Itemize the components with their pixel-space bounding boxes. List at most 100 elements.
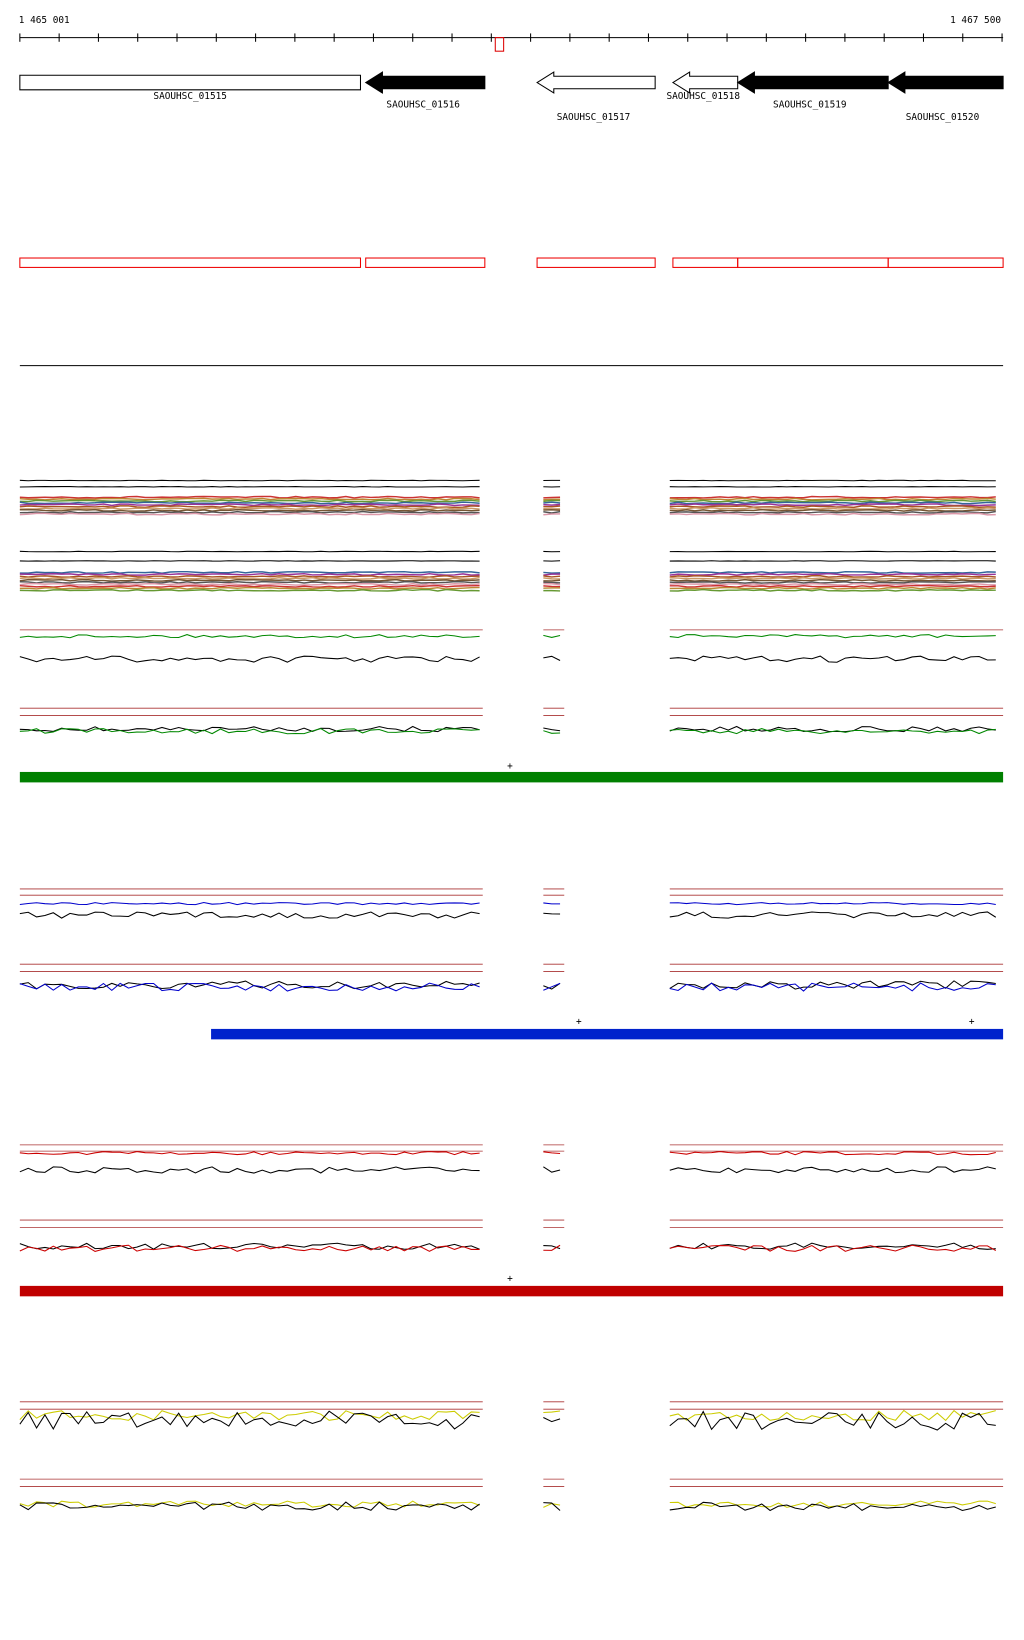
signal-line — [669, 655, 996, 663]
signal-line — [19, 725, 480, 733]
signal-line — [19, 1166, 480, 1174]
signal-line — [19, 508, 480, 512]
signal-line — [669, 1410, 996, 1431]
signal-line — [543, 730, 561, 734]
signal-line — [543, 510, 561, 514]
gene-region — [536, 257, 656, 268]
signal-line — [543, 1502, 561, 1511]
signal-line — [669, 728, 996, 735]
signal-line — [19, 505, 480, 509]
signal-line — [543, 1417, 561, 1423]
gene-label: SAOUHSC_01519 — [773, 100, 847, 111]
signal-line — [669, 572, 996, 576]
strand-mark: + — [507, 761, 513, 772]
signal-line — [543, 513, 561, 516]
signal-line — [19, 1244, 480, 1252]
signal-line — [543, 1245, 561, 1250]
start-coordinate: 1 465 001 — [19, 15, 70, 26]
signal-line — [543, 501, 561, 504]
signal-line — [669, 588, 996, 592]
signal-line — [543, 1244, 561, 1251]
signal-line — [669, 510, 996, 514]
signal-line — [19, 1501, 480, 1511]
signal-line — [669, 503, 996, 507]
gene-region — [887, 257, 1004, 268]
signal-line — [543, 982, 561, 991]
signal-line — [19, 503, 480, 507]
signal-line — [543, 499, 561, 503]
gene-arrow — [364, 71, 486, 94]
signal-line — [543, 509, 561, 512]
signal-line — [19, 901, 480, 906]
signal-line — [19, 576, 480, 580]
signal-line — [669, 725, 996, 733]
signal-line — [543, 571, 561, 574]
signal-line — [669, 1166, 996, 1174]
signal-line — [543, 505, 561, 508]
signal-line — [543, 581, 561, 584]
position-marker — [494, 37, 505, 52]
signal-line — [543, 585, 561, 588]
gene-arrow — [736, 71, 889, 94]
signal-line — [669, 980, 996, 990]
signal-line — [543, 655, 561, 661]
gene-arrow — [536, 71, 656, 94]
gene-label: SAOUHSC_01515 — [153, 91, 227, 102]
signal-line — [19, 911, 480, 919]
signal-line — [669, 982, 996, 992]
signal-line — [19, 570, 480, 574]
signal-line — [19, 495, 480, 499]
end-coordinate: 1 467 500 — [950, 15, 1001, 26]
signal-line — [19, 572, 480, 576]
signal-line — [543, 496, 561, 499]
signal-line — [543, 1151, 561, 1155]
signal-line — [669, 582, 996, 586]
gene-region — [19, 257, 362, 268]
signal-line — [19, 586, 480, 590]
signal-line — [669, 584, 996, 588]
signal-line — [543, 498, 561, 501]
signal-line — [543, 902, 561, 905]
signal-line — [19, 510, 480, 514]
signal-line — [669, 634, 996, 639]
signal-line — [19, 588, 480, 592]
signal-line — [669, 575, 996, 578]
signal-line — [543, 582, 561, 586]
signal-line — [19, 575, 480, 578]
strand-mark: + — [576, 1017, 582, 1028]
gene-region — [737, 257, 889, 268]
signal-line — [19, 578, 480, 582]
signal-line — [19, 982, 480, 992]
gene-region — [672, 257, 739, 268]
strand-mark: + — [507, 1274, 513, 1285]
signal-line — [669, 499, 996, 503]
signal-line — [19, 582, 480, 586]
signal-line — [669, 580, 996, 584]
signal-line — [19, 580, 480, 584]
signal-line — [19, 1151, 480, 1156]
signal-line — [669, 497, 996, 501]
signal-line — [543, 634, 561, 638]
signal-line — [19, 1410, 480, 1430]
signal-line — [669, 1244, 997, 1252]
signal-line — [669, 508, 996, 512]
signal-line — [669, 1500, 996, 1508]
gene-label: SAOUHSC_01518 — [666, 91, 740, 102]
signal-line — [19, 507, 480, 510]
signal-line — [669, 1501, 996, 1512]
signal-line — [669, 570, 996, 574]
gene-region — [365, 257, 486, 268]
gene-arrow — [19, 74, 362, 91]
signal-line — [669, 507, 996, 510]
signal-line — [543, 1503, 561, 1508]
gene-label: SAOUHSC_01520 — [906, 112, 980, 123]
blue-track-bar — [211, 1028, 1004, 1040]
signal-line — [19, 499, 480, 503]
signal-line — [19, 728, 480, 735]
signal-line — [19, 501, 480, 505]
signal-line — [669, 586, 996, 590]
gene-arrow — [671, 71, 739, 94]
signal-line — [19, 655, 480, 663]
signal-line — [543, 982, 561, 990]
